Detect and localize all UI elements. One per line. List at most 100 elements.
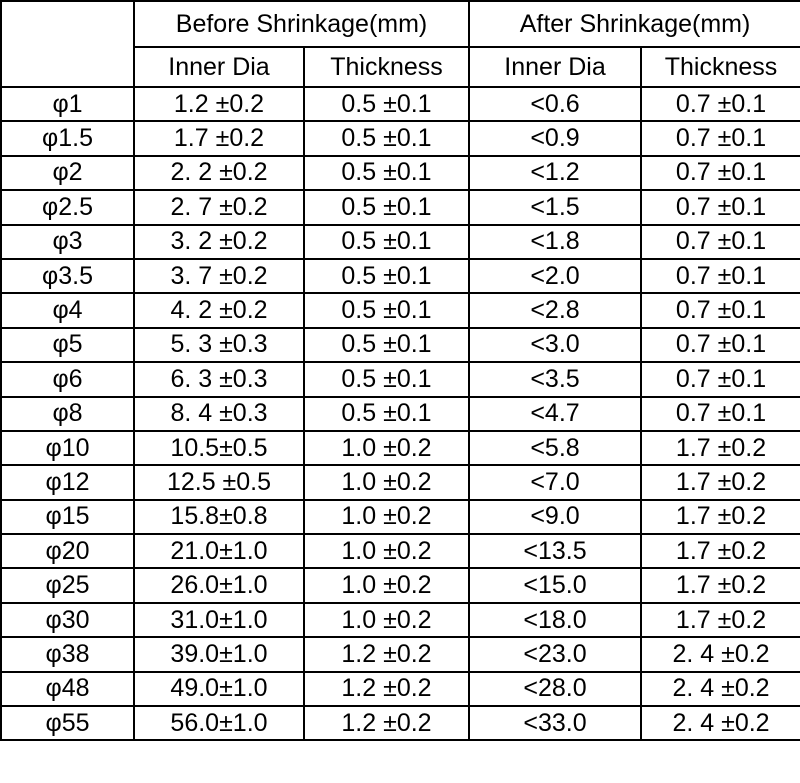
value-cell: 2. 4 ±0.2 bbox=[640, 670, 800, 708]
value-cell: 1.2 ±0.2 bbox=[302, 670, 471, 708]
size-cell: φ55 bbox=[0, 705, 135, 742]
column-header: Inner Dia bbox=[468, 46, 643, 88]
value-cell: 49.0±1.0 bbox=[133, 670, 305, 708]
size-cell: φ8 bbox=[0, 395, 135, 432]
value-cell: 1.0 ±0.2 bbox=[302, 498, 471, 536]
value-cell: 0.7 ±0.1 bbox=[640, 189, 800, 226]
value-cell: 31.0±1.0 bbox=[133, 601, 305, 639]
value-cell: 1.2 ±0.2 bbox=[302, 705, 471, 742]
value-cell: 8. 4 ±0.3 bbox=[133, 395, 305, 432]
value-cell: 0.5 ±0.1 bbox=[302, 326, 471, 364]
size-cell: φ5 bbox=[0, 326, 135, 364]
value-cell: 1.7 ±0.2 bbox=[640, 567, 800, 604]
value-cell: 21.0±1.0 bbox=[133, 533, 305, 570]
table-row: φ3 3. 2 ±0.2 0.5 ±0.1 <1.8 0.7 ±0.1 bbox=[0, 223, 800, 260]
table-row: φ10 10.5±0.5 1.0 ±0.2 <5.8 1.7 ±0.2 bbox=[0, 429, 800, 467]
value-cell: 39.0±1.0 bbox=[133, 636, 305, 673]
value-cell: 56.0±1.0 bbox=[133, 705, 305, 742]
value-cell: 15.8±0.8 bbox=[133, 498, 305, 536]
table-row: φ2.5 2. 7 ±0.2 0.5 ±0.1 <1.5 0.7 ±0.1 bbox=[0, 189, 800, 226]
table-row: Inner Dia Thickness Inner Dia Thickness bbox=[1, 46, 800, 88]
value-cell: <2.8 bbox=[468, 292, 643, 329]
value-cell: 1.0 ±0.2 bbox=[302, 601, 471, 639]
value-cell: 1.7 ±0.2 bbox=[640, 429, 800, 467]
size-cell: φ25 bbox=[0, 567, 135, 604]
value-cell: 1.0 ±0.2 bbox=[302, 567, 471, 604]
size-cell: φ2 bbox=[0, 154, 135, 192]
table-row: φ15 15.8±0.8 1.0 ±0.2 <9.0 1.7 ±0.2 bbox=[0, 498, 800, 536]
value-cell: 0.5 ±0.1 bbox=[302, 257, 471, 295]
table-row: φ8 8. 4 ±0.3 0.5 ±0.1 <4.7 0.7 ±0.1 bbox=[0, 395, 800, 432]
value-cell: <23.0 bbox=[468, 636, 643, 673]
value-cell: 1.0 ±0.2 bbox=[302, 464, 471, 501]
table-row: φ12 12.5 ±0.5 1.0 ±0.2 <7.0 1.7 ±0.2 bbox=[0, 464, 800, 501]
value-cell: 0.7 ±0.1 bbox=[640, 120, 800, 157]
table-row: φ30 31.0±1.0 1.0 ±0.2 <18.0 1.7 ±0.2 bbox=[0, 601, 800, 639]
size-cell: φ2.5 bbox=[0, 189, 135, 226]
table-row: φ48 49.0±1.0 1.2 ±0.2 <28.0 2. 4 ±0.2 bbox=[0, 670, 800, 708]
value-cell: <2.0 bbox=[468, 257, 643, 295]
size-cell: φ10 bbox=[0, 429, 135, 467]
table-row: φ2 2. 2 ±0.2 0.5 ±0.1 <1.2 0.7 ±0.1 bbox=[0, 154, 800, 192]
size-cell: φ1.5 bbox=[0, 120, 135, 157]
size-cell: φ48 bbox=[0, 670, 135, 708]
value-cell: <4.7 bbox=[468, 395, 643, 432]
value-cell: 2. 4 ±0.2 bbox=[640, 705, 800, 742]
group-header: After Shrinkage(mm) bbox=[468, 0, 800, 48]
value-cell: <1.2 bbox=[468, 154, 643, 192]
value-cell: <3.0 bbox=[468, 326, 643, 364]
size-table: Before Shrinkage(mm) After Shrinkage(mm) I… bbox=[0, 0, 800, 742]
group-header: Before Shrinkage(mm) bbox=[132, 0, 471, 48]
value-cell: 0.5 ±0.1 bbox=[302, 154, 471, 192]
corner-cell bbox=[0, 0, 135, 88]
value-cell: <1.8 bbox=[468, 223, 643, 260]
value-cell: <28.0 bbox=[468, 670, 643, 708]
value-cell: <5.8 bbox=[468, 429, 643, 467]
value-cell: 10.5±0.5 bbox=[133, 429, 305, 467]
value-cell: <3.5 bbox=[468, 361, 643, 398]
table-row: φ38 39.0±1.0 1.2 ±0.2 <23.0 2. 4 ±0.2 bbox=[0, 636, 800, 673]
table-row: φ5 5. 3 ±0.3 0.5 ±0.1 <3.0 0.7 ±0.1 bbox=[0, 326, 800, 364]
table-row: φ20 21.0±1.0 1.0 ±0.2 <13.5 1.7 ±0.2 bbox=[0, 533, 800, 570]
table-row: φ3.5 3. 7 ±0.2 0.5 ±0.1 <2.0 0.7 ±0.1 bbox=[0, 257, 800, 295]
size-cell: φ30 bbox=[0, 601, 135, 639]
value-cell: 1.7 ±0.2 bbox=[640, 601, 800, 639]
value-cell: 2. 7 ±0.2 bbox=[133, 189, 305, 226]
table-row: φ25 26.0±1.0 1.0 ±0.2 <15.0 1.7 ±0.2 bbox=[0, 567, 800, 604]
table-row: φ4 4. 2 ±0.2 0.5 ±0.1 <2.8 0.7 ±0.1 bbox=[0, 292, 800, 329]
value-cell: 1.7 ±0.2 bbox=[133, 120, 305, 157]
value-cell: <7.0 bbox=[468, 464, 643, 501]
size-cell: φ12 bbox=[0, 464, 135, 501]
value-cell: 2. 4 ±0.2 bbox=[640, 636, 800, 673]
value-cell: 5. 3 ±0.3 bbox=[133, 326, 305, 364]
column-header: Thickness bbox=[302, 46, 471, 88]
value-cell: 2. 2 ±0.2 bbox=[133, 154, 305, 192]
value-cell: 1.0 ±0.2 bbox=[302, 533, 471, 570]
value-cell: 4. 2 ±0.2 bbox=[133, 292, 305, 329]
value-cell: 0.5 ±0.1 bbox=[302, 120, 471, 157]
value-cell: 12.5 ±0.5 bbox=[133, 464, 305, 501]
size-cell: φ1 bbox=[0, 85, 135, 123]
value-cell: 0.5 ±0.1 bbox=[302, 85, 471, 123]
value-cell: 0.5 ±0.1 bbox=[302, 395, 471, 432]
table-row: Before Shrinkage(mm) After Shrinkage(mm) bbox=[0, 0, 800, 88]
table-row: φ1.5 1.7 ±0.2 0.5 ±0.1 <0.9 0.7 ±0.1 bbox=[0, 120, 800, 157]
value-cell: 0.7 ±0.1 bbox=[640, 361, 800, 398]
value-cell: <0.9 bbox=[468, 120, 643, 157]
value-cell: 0.7 ±0.1 bbox=[640, 154, 800, 192]
value-cell: 3. 7 ±0.2 bbox=[133, 257, 305, 295]
value-cell: 26.0±1.0 bbox=[133, 567, 305, 604]
value-cell: 3. 2 ±0.2 bbox=[133, 223, 305, 260]
size-cell: φ20 bbox=[0, 533, 135, 570]
column-header: Thickness bbox=[640, 46, 800, 88]
size-cell: φ3.5 bbox=[0, 257, 135, 295]
value-cell: 1.2 ±0.2 bbox=[133, 85, 305, 123]
table-row: φ55 56.0±1.0 1.2 ±0.2 <33.0 2. 4 ±0.2 bbox=[0, 705, 800, 742]
value-cell: 0.7 ±0.1 bbox=[640, 326, 800, 364]
size-cell: φ6 bbox=[0, 361, 135, 398]
value-cell: 1.2 ±0.2 bbox=[302, 636, 471, 673]
value-cell: 0.7 ±0.1 bbox=[640, 223, 800, 260]
value-cell: 0.7 ±0.1 bbox=[640, 85, 800, 123]
value-cell: 1.7 ±0.2 bbox=[640, 498, 800, 536]
table-body: Before Shrinkage(mm) After Shrinkage(mm) I… bbox=[0, 0, 800, 742]
